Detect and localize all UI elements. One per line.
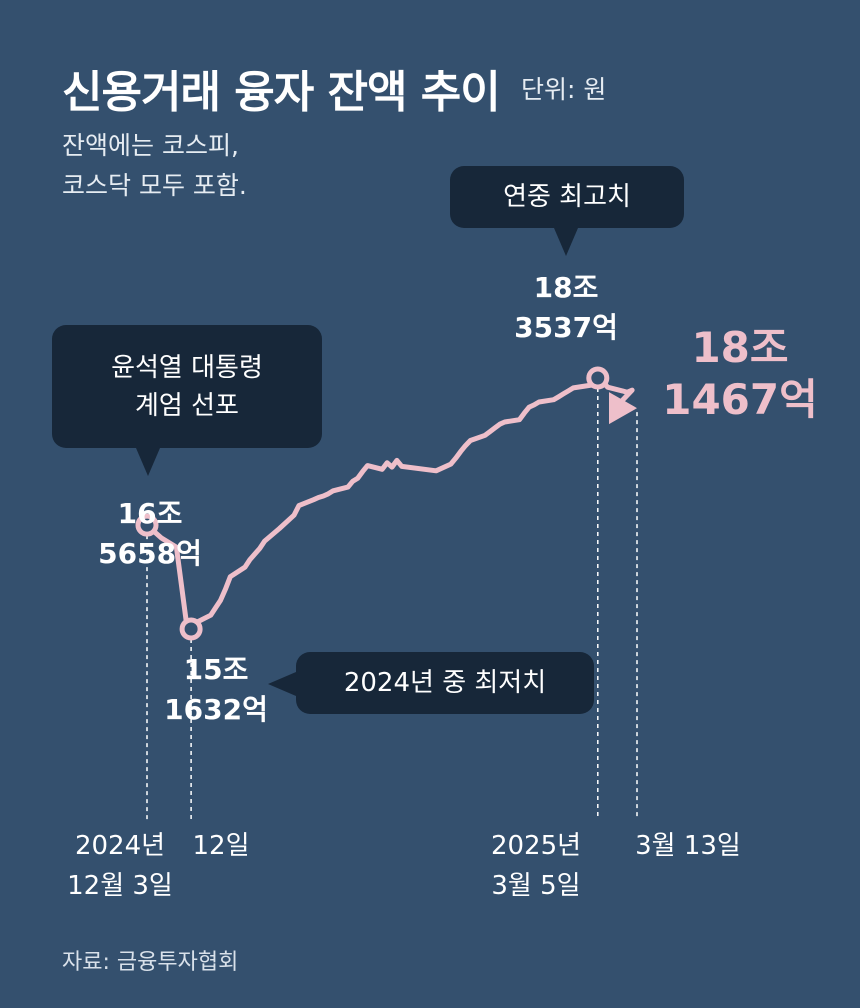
date-label-line: 12일 xyxy=(192,831,250,861)
date-label-mar13: 3월 13일 xyxy=(618,826,758,866)
unit-label: 단위: 원 xyxy=(521,75,607,104)
callout-line: 연중 최고치 xyxy=(503,182,631,212)
value-label-line: 1467억 xyxy=(662,375,818,424)
source-label: 자료: 금융투자협회 xyxy=(62,950,239,975)
series-line xyxy=(144,375,635,632)
note: 잔액에는 코스피, 코스닥 모두 포함. xyxy=(62,126,247,206)
date-label-line: 2024년 xyxy=(74,831,166,861)
callout-martial-law: 윤석열 대통령 계엄 선포 xyxy=(52,325,322,448)
callout-tail-year-low xyxy=(268,672,296,696)
note-line: 잔액에는 코스피, xyxy=(62,131,239,160)
callout-tail-martial-law xyxy=(136,448,160,476)
callout-line: 윤석열 대통령 xyxy=(111,352,263,383)
end-arrow-icon xyxy=(609,392,637,425)
callout-tail-year-high xyxy=(554,228,578,256)
value-label-mar5: 18조 3537억 xyxy=(486,268,646,348)
value-label-line: 1632억 xyxy=(164,693,268,726)
chart-title: 신용거래 융자 잔액 추이 xyxy=(62,67,501,118)
value-label-dec3: 16조 5658억 xyxy=(70,494,230,574)
data-point-marker xyxy=(135,513,159,537)
value-label-line: 16조 xyxy=(117,497,183,530)
date-label-dec3: 2024년 12월 3일 xyxy=(50,826,190,906)
date-label-line: 12월 3일 xyxy=(67,871,173,901)
note-line: 코스닥 모두 포함. xyxy=(62,171,247,200)
callout-year-low: 2024년 중 최저치 xyxy=(296,652,594,714)
value-label-mar13: 18조 1467억 xyxy=(640,322,840,426)
value-label-line: 5658억 xyxy=(98,537,202,570)
data-point-marker xyxy=(586,366,610,390)
value-label-line: 18조 xyxy=(533,271,599,304)
date-label-line: 3월 5일 xyxy=(491,871,581,901)
value-label-line: 15조 xyxy=(183,653,249,686)
data-point-marker xyxy=(179,617,203,641)
date-label-line: 2025년 xyxy=(490,831,582,861)
date-label-line: 3월 13일 xyxy=(635,831,741,861)
value-label-line: 3537억 xyxy=(514,311,618,344)
callout-line: 2024년 중 최저치 xyxy=(343,668,547,698)
value-label-dec12: 15조 1632억 xyxy=(136,650,296,730)
value-label-line: 18조 xyxy=(691,323,789,372)
callout-line: 계엄 선포 xyxy=(135,390,239,421)
callout-year-high: 연중 최고치 xyxy=(450,166,684,228)
date-label-mar5: 2025년 3월 5일 xyxy=(466,826,606,906)
date-label-dec12: 12일 xyxy=(176,826,266,866)
